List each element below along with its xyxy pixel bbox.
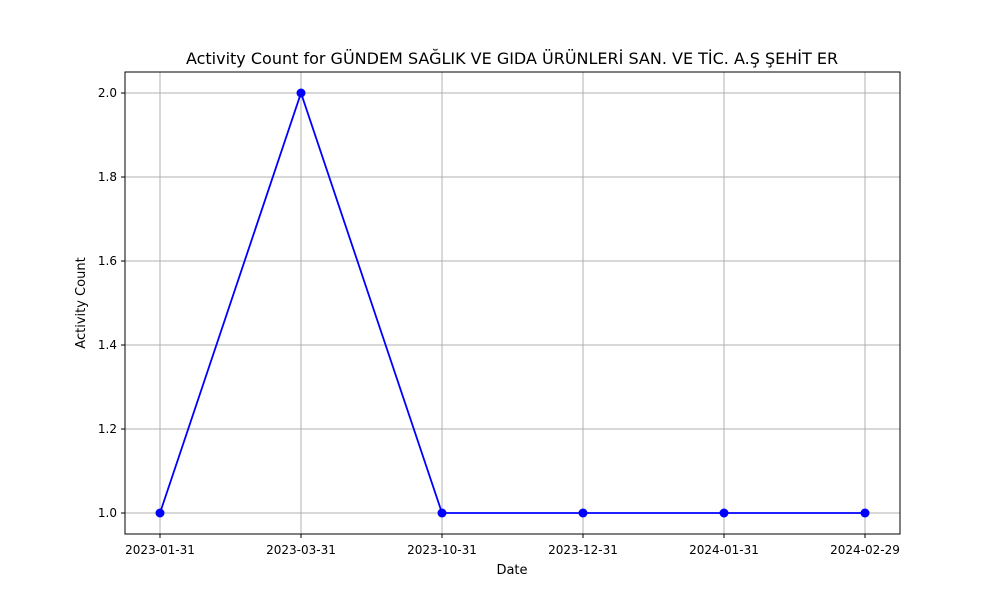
x-tick-label: 2023-12-31 bbox=[548, 543, 618, 557]
plot-frame bbox=[124, 71, 901, 535]
grid-lines bbox=[125, 72, 900, 534]
tick-layer: 2023-01-31 2023-03-31 2023-10-31 2023-12-31… bbox=[98, 86, 900, 557]
x-tick-label: 2023-03-31 bbox=[266, 543, 336, 557]
chart-title: Activity Count for GÜNDEM SAĞLIK VE GIDA… bbox=[186, 49, 838, 68]
series-layer bbox=[155, 88, 870, 518]
y-tick-label: 1.6 bbox=[98, 254, 117, 268]
data-point bbox=[860, 508, 870, 518]
data-point bbox=[578, 508, 588, 518]
x-tick-label: 2024-02-29 bbox=[830, 543, 900, 557]
data-point bbox=[719, 508, 729, 518]
x-tick-label: 2023-01-31 bbox=[125, 543, 195, 557]
data-point bbox=[155, 508, 165, 518]
y-tick-label: 1.8 bbox=[98, 170, 117, 184]
x-tick-label: 2024-01-31 bbox=[689, 543, 759, 557]
x-axis-label: Date bbox=[496, 563, 527, 578]
series-line bbox=[159, 90, 865, 514]
y-tick-label: 1.2 bbox=[98, 422, 117, 436]
x-tick-label: 2023-10-31 bbox=[407, 543, 477, 557]
y-tick-label: 2.0 bbox=[98, 86, 117, 100]
data-point bbox=[437, 508, 447, 518]
data-point bbox=[296, 88, 306, 98]
y-tick-label: 1.0 bbox=[98, 506, 117, 520]
y-tick-label: 1.4 bbox=[98, 338, 117, 352]
y-axis-label: Activity Count bbox=[74, 257, 89, 348]
